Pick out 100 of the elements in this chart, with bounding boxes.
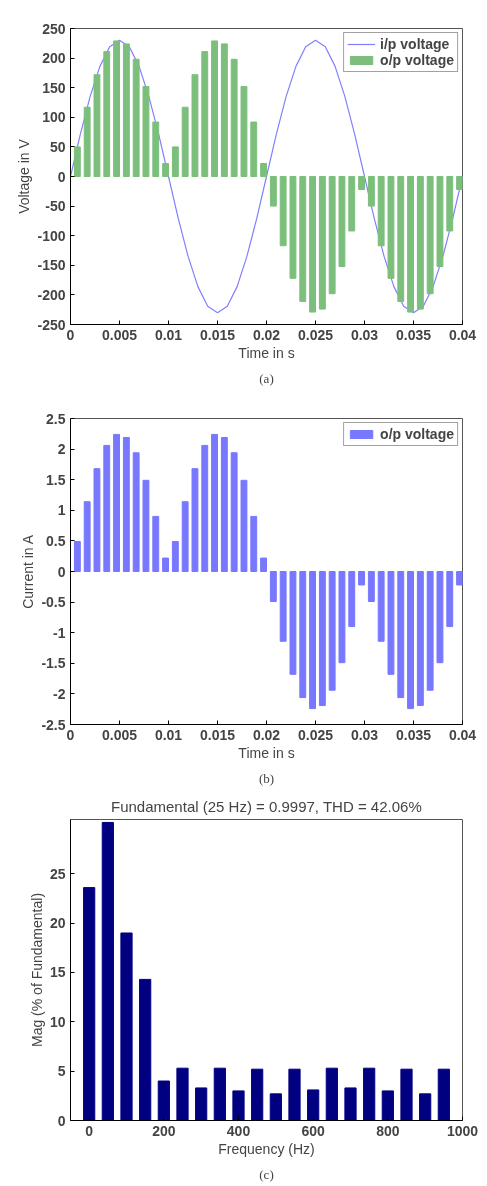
bar [232, 1090, 245, 1121]
bar [289, 176, 297, 279]
x-tick-label: 0.02 [252, 326, 281, 343]
bar [318, 176, 326, 310]
bar [122, 43, 130, 177]
y-tick-label: -1 [53, 624, 66, 641]
x-tick-label: 200 [152, 1122, 176, 1139]
bar [83, 501, 91, 572]
x-axis-title: Frequency (Hz) [218, 1140, 315, 1157]
bar [426, 571, 434, 691]
bar [377, 571, 385, 642]
bar [142, 479, 150, 572]
bar [456, 571, 463, 586]
bar [397, 571, 405, 699]
y-tick-label: 1.5 [46, 471, 66, 488]
bar [176, 1067, 189, 1121]
y-tick-label: 25 [49, 865, 66, 882]
bar [288, 1068, 301, 1121]
y-tick-label: -100 [37, 227, 66, 244]
x-tick-label: 0.005 [101, 326, 138, 343]
bar [120, 932, 133, 1121]
legend-label: o/p voltage [380, 426, 454, 442]
bar [416, 176, 424, 310]
bar [309, 176, 316, 313]
x-tick-label: 800 [376, 1122, 400, 1139]
bar [191, 74, 199, 177]
bar [211, 433, 218, 572]
chart-title: Fundamental (25 Hz) = 0.9997, THD = 42.06% [111, 797, 422, 815]
bar [367, 571, 375, 602]
bar [269, 571, 277, 602]
x-tick-label: 1000 [446, 1122, 479, 1139]
bar [338, 176, 346, 267]
y-axis-title: Mag (% of Fundamental) [28, 892, 45, 1048]
bar [201, 444, 209, 572]
text: (c) [259, 1166, 274, 1182]
y-tick-label: 0 [57, 563, 66, 580]
bar [348, 176, 356, 232]
bar [139, 978, 152, 1121]
bar [338, 571, 346, 664]
y-tick-label: -200 [37, 286, 66, 303]
bar [195, 1087, 208, 1121]
x-tick-label: 0.03 [350, 726, 379, 743]
bar [162, 557, 169, 572]
bar [260, 162, 267, 177]
bar [279, 176, 287, 247]
y-tick-label: 50 [49, 138, 66, 155]
bar [250, 515, 258, 572]
bar [437, 1068, 450, 1121]
bar [152, 121, 160, 177]
bar [101, 821, 114, 1121]
bar [152, 515, 160, 572]
bar [113, 433, 120, 572]
bar [328, 176, 336, 295]
y-tick-label: -150 [37, 257, 66, 274]
y-tick-label: 20 [49, 915, 66, 932]
y-tick-label: 10 [49, 1013, 66, 1030]
y-axis-title: Voltage in V [16, 138, 33, 214]
y-tick-label: 200 [42, 50, 66, 67]
bar [358, 176, 365, 191]
y-tick-label: -0.5 [41, 594, 66, 611]
legend-label: o/p voltage [380, 52, 454, 68]
bar [436, 176, 444, 267]
x-tick-label: 0.03 [350, 326, 379, 343]
x-tick-label: 0.005 [101, 726, 138, 743]
bar [171, 146, 179, 177]
x-tick-label: 0.04 [448, 326, 477, 343]
bar [83, 887, 96, 1121]
bar [103, 51, 111, 177]
bar [325, 1067, 338, 1121]
bar [377, 176, 385, 247]
bar [113, 40, 120, 177]
bar [251, 1068, 264, 1121]
bar [279, 571, 287, 642]
bar [220, 43, 228, 177]
x-tick-label: 600 [301, 1122, 326, 1139]
bar [142, 86, 150, 177]
bar [269, 1093, 282, 1121]
bar [344, 1087, 357, 1121]
y-tick-label: 150 [42, 79, 66, 96]
bar [407, 571, 414, 710]
x-tick-label: 0.035 [395, 726, 432, 743]
y-tick-label: 15 [49, 964, 66, 981]
bar [367, 176, 375, 207]
bar [93, 468, 101, 572]
bar [416, 571, 424, 707]
y-tick-label: -50 [45, 198, 66, 215]
bar [269, 176, 277, 207]
bar [456, 176, 463, 191]
y-tick-label: 0 [57, 168, 66, 185]
x-tick-label: 0.025 [297, 326, 334, 343]
y-tick-label: -2.5 [41, 716, 66, 733]
bar [446, 176, 454, 232]
bar [213, 1067, 226, 1121]
x-tick-label: 400 [226, 1122, 251, 1139]
x-axis-title: Time in s [238, 744, 295, 761]
y-tick-label: -1.5 [41, 655, 66, 672]
bar [400, 1068, 413, 1121]
bar [358, 571, 365, 586]
bar [381, 1090, 394, 1121]
x-tick-label: 0.04 [448, 726, 477, 743]
